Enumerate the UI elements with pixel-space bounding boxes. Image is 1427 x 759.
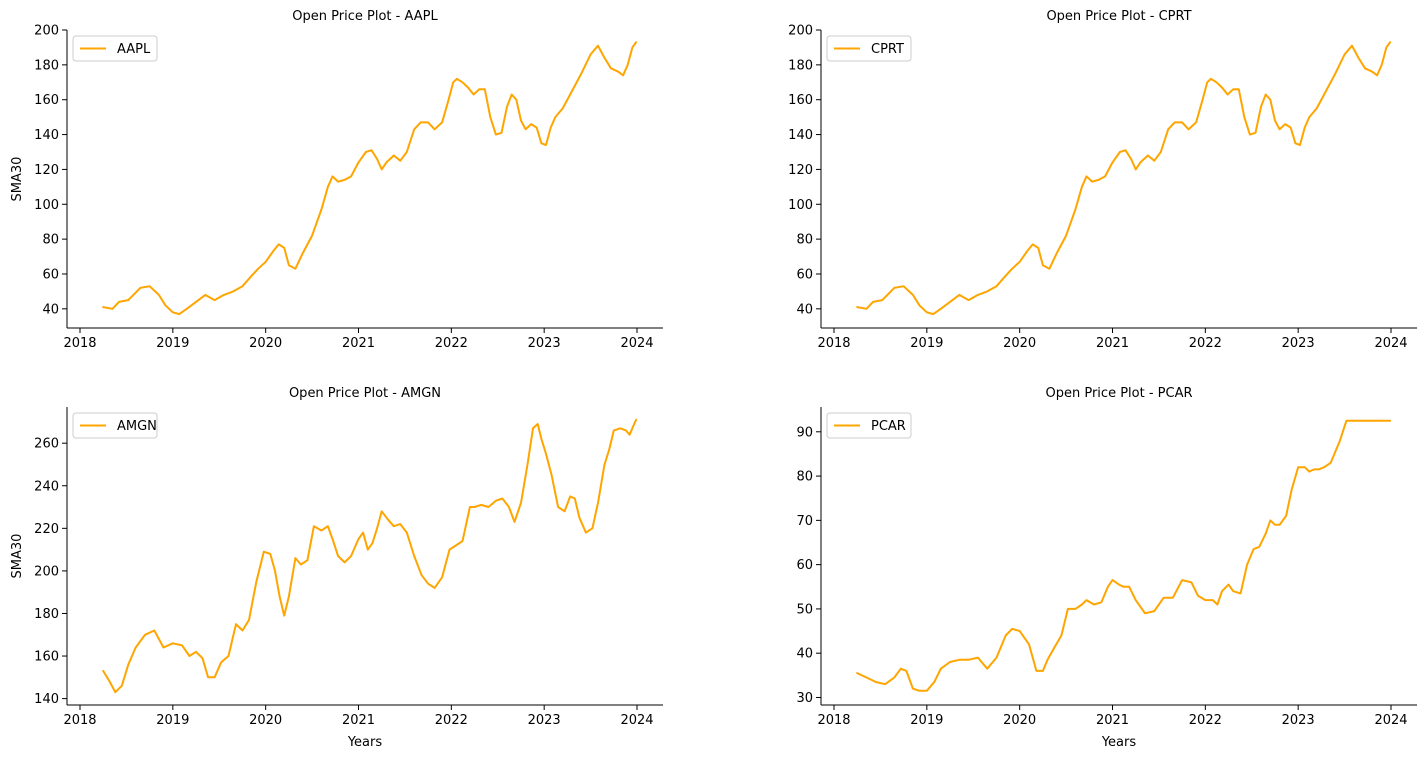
legend: PCAR <box>826 412 912 439</box>
x-tick-label: 2023 <box>1282 336 1315 351</box>
x-tick-label: 2023 <box>1282 713 1315 728</box>
legend-label: CPRT <box>871 42 904 57</box>
y-axis-label: SMA30 <box>10 157 25 202</box>
legend: CPRT <box>826 35 912 62</box>
series-line-cprt <box>856 41 1392 316</box>
y-tick-label: 60 <box>42 267 59 282</box>
y-tick-label: 100 <box>788 198 813 213</box>
series-line-pcar <box>856 419 1392 692</box>
y-tick-label: 50 <box>796 602 813 617</box>
x-tick-label: 2019 <box>156 713 189 728</box>
x-tick-label: 2018 <box>63 336 96 351</box>
y-tick-label: 160 <box>34 93 59 108</box>
legend-box <box>826 412 912 439</box>
x-tick-label: 2022 <box>1189 336 1222 351</box>
y-tick-label: 60 <box>796 558 813 573</box>
x-tick-label: 2018 <box>817 713 850 728</box>
chart-panel-4: Open Price Plot - PCAR 2018 2019 2020 2021 20… <box>796 386 1417 750</box>
x-tick-label: 2022 <box>435 713 468 728</box>
y-tick-label: 140 <box>34 128 59 143</box>
y-tick-label: 180 <box>788 58 813 73</box>
y-tick-label: 60 <box>796 267 813 282</box>
chart-panel-3: Open Price Plot - AMGN 2018 2019 2020 2021 20… <box>10 386 663 750</box>
x-tick-label: 2021 <box>342 713 375 728</box>
x-tick-label: 2024 <box>620 713 653 728</box>
x-tick-label: 2019 <box>910 336 943 351</box>
y-tick-label: 90 <box>796 425 813 440</box>
x-tick-label: 2024 <box>620 336 653 351</box>
y-tick-label: 70 <box>796 514 813 529</box>
x-axis-label: Years <box>1101 735 1137 750</box>
chart-title: Open Price Plot - CPRT <box>1046 9 1191 24</box>
x-tick-label: 2018 <box>817 336 850 351</box>
y-tick-label: 140 <box>788 128 813 143</box>
x-tick-label: 2023 <box>528 713 561 728</box>
y-tick-label: 140 <box>34 692 59 707</box>
y-axis-label: SMA30 <box>10 534 25 579</box>
chart-title: Open Price Plot - AMGN <box>289 386 441 401</box>
x-tick-label: 2018 <box>63 713 96 728</box>
legend: AMGN <box>72 412 158 439</box>
y-tick-label: 40 <box>42 302 59 317</box>
y-tick-label: 100 <box>34 198 59 213</box>
y-tick-label: 180 <box>34 58 59 73</box>
y-tick-label: 40 <box>796 302 813 317</box>
x-tick-label: 2022 <box>435 336 468 351</box>
chart-panel-2: Open Price Plot - CPRT 2018 2019 2020 2021 20… <box>788 9 1417 351</box>
x-tick-label: 2022 <box>1189 713 1222 728</box>
y-tick-label: 200 <box>34 24 59 39</box>
y-tick-label: 200 <box>34 564 59 579</box>
y-tick-label: 200 <box>788 24 813 39</box>
y-tick-label: 80 <box>796 470 813 485</box>
x-tick-label: 2020 <box>249 713 282 728</box>
chart-title: Open Price Plot - AAPL <box>292 9 438 24</box>
series-line-aapl <box>102 41 638 316</box>
x-tick-label: 2019 <box>156 336 189 351</box>
y-tick-label: 240 <box>34 479 59 494</box>
legend-box <box>72 412 158 439</box>
y-tick-label: 220 <box>34 522 59 537</box>
legend-label: PCAR <box>871 419 906 434</box>
x-tick-label: 2020 <box>249 336 282 351</box>
y-tick-label: 120 <box>34 163 59 178</box>
x-tick-label: 2020 <box>1003 713 1036 728</box>
x-tick-label: 2024 <box>1374 713 1407 728</box>
x-tick-label: 2021 <box>1096 713 1129 728</box>
y-tick-label: 160 <box>788 93 813 108</box>
y-tick-label: 80 <box>796 233 813 248</box>
legend-box <box>72 35 158 62</box>
x-tick-label: 2024 <box>1374 336 1407 351</box>
y-tick-label: 80 <box>42 233 59 248</box>
y-tick-label: 30 <box>796 691 813 706</box>
y-tick-label: 180 <box>34 607 59 622</box>
x-tick-label: 2019 <box>910 713 943 728</box>
legend-label: AMGN <box>117 419 157 434</box>
y-tick-label: 120 <box>788 163 813 178</box>
series-line-amgn <box>102 418 638 694</box>
chart-title: Open Price Plot - PCAR <box>1046 386 1193 401</box>
chart-panel-1: Open Price Plot - AAPL 2018 2019 2020 2021 20… <box>10 9 663 351</box>
x-tick-label: 2020 <box>1003 336 1036 351</box>
x-tick-label: 2021 <box>342 336 375 351</box>
legend-box <box>826 35 912 62</box>
legend-label: AAPL <box>117 42 151 57</box>
y-tick-label: 40 <box>796 647 813 662</box>
x-tick-label: 2021 <box>1096 336 1129 351</box>
x-tick-label: 2023 <box>528 336 561 351</box>
y-tick-label: 260 <box>34 437 59 452</box>
legend: AAPL <box>72 35 158 62</box>
x-axis-label: Years <box>347 735 383 750</box>
y-tick-label: 160 <box>34 650 59 665</box>
